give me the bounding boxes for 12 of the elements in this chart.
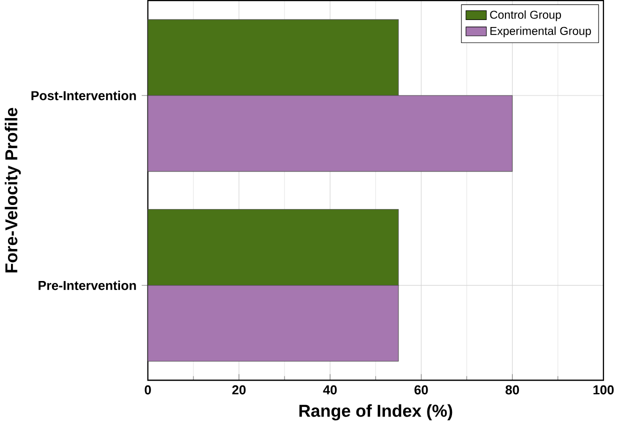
x-tick-label: 60 bbox=[414, 385, 428, 394]
legend-label: Experimental Group bbox=[490, 26, 591, 38]
x-tick-label: 100 bbox=[594, 385, 614, 394]
x-tick-label: 0 bbox=[144, 385, 151, 394]
y-axis-title: Fore-Velocity Profile bbox=[4, 108, 21, 272]
legend-label: Control Group bbox=[490, 10, 562, 22]
y-tick-label: Pre-Intervention bbox=[38, 280, 136, 290]
x-tick-label: 20 bbox=[232, 385, 246, 394]
x-axis-title: Range of Index (%) bbox=[299, 404, 452, 420]
x-tick-label: 40 bbox=[323, 385, 337, 394]
y-tick-label: Post-Intervention bbox=[32, 90, 136, 100]
x-tick-label: 80 bbox=[506, 385, 519, 394]
